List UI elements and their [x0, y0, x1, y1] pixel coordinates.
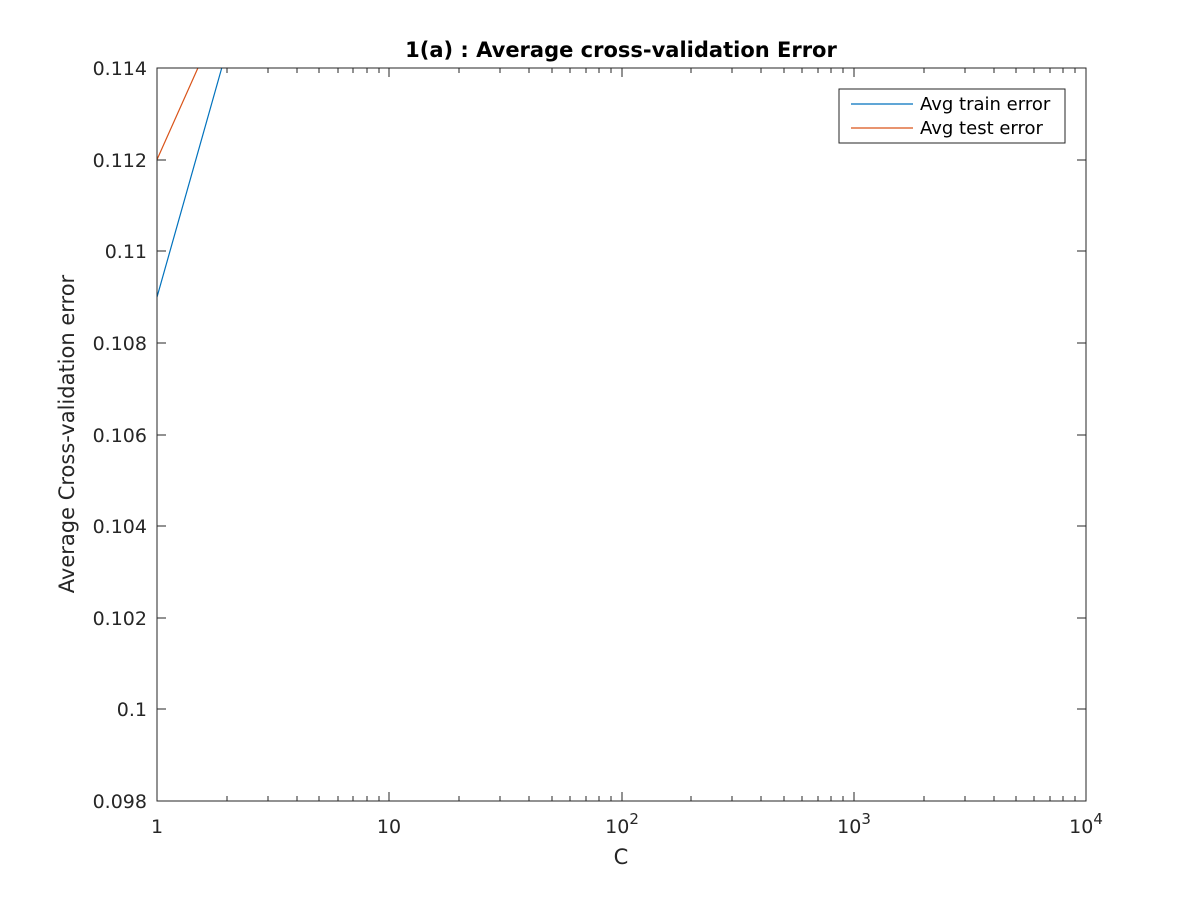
x-tick-label: 103: [837, 810, 871, 838]
y-tick-label: 0.11: [105, 241, 147, 263]
y-tick-label: 0.114: [93, 58, 147, 80]
y-tick-label: 0.098: [93, 791, 147, 813]
legend-label: Avg test error: [920, 118, 1044, 139]
y-tick-label: 0.108: [93, 333, 147, 355]
plot-area: [157, 68, 1086, 801]
series-layer: [157, 68, 223, 298]
y-tick-label: 0.102: [93, 608, 147, 630]
y-axis-label: Average Cross-validation error: [55, 274, 79, 593]
x-axis-label: C: [614, 845, 629, 869]
series-line: [157, 68, 199, 160]
axes-layer: 1 10 102 103 104 0.098 0.1 0.102 0.104 0.106 0.108…: [93, 58, 1103, 838]
y-tick-label: 0.106: [93, 425, 147, 447]
legend: Avg train error Avg test error: [838, 88, 1066, 144]
x-tick-label: 10: [377, 816, 401, 838]
chart-title: 1(a) : Average cross-validation Error: [405, 38, 837, 62]
x-tick-label: 102: [605, 810, 639, 838]
y-tick-label: 0.104: [93, 516, 147, 538]
x-tick-label: 1: [151, 816, 163, 838]
y-tick-label: 0.112: [93, 150, 147, 172]
legend-box: [838, 88, 1066, 144]
series-line: [157, 68, 223, 298]
x-tick-label: 104: [1069, 810, 1103, 838]
legend-label: Avg train error: [920, 94, 1051, 115]
y-tick-label: 0.1: [117, 699, 147, 721]
